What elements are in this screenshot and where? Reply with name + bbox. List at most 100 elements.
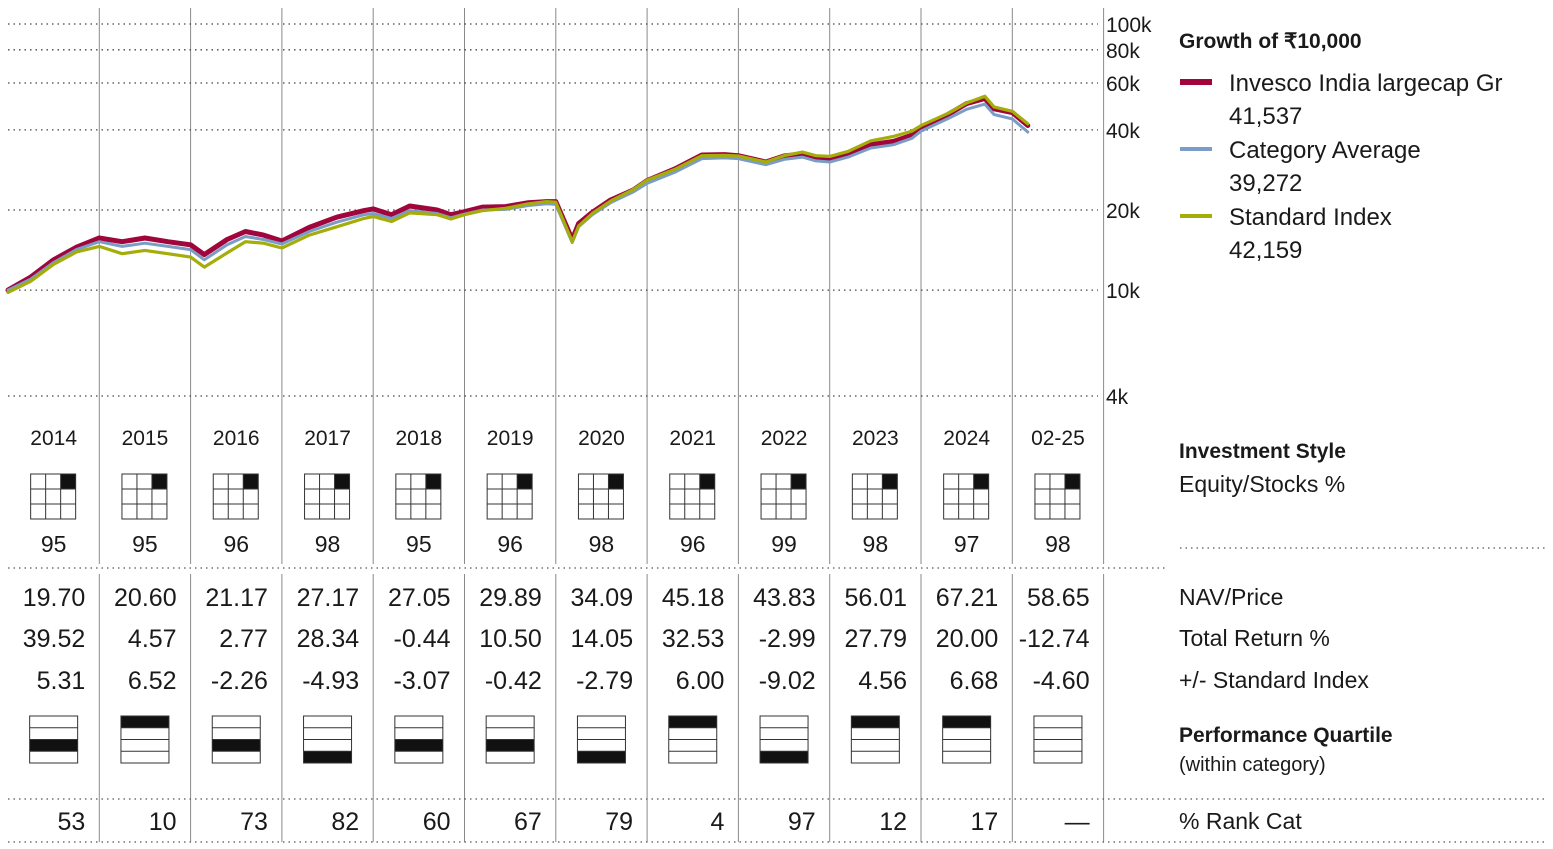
year-label: 2021: [669, 427, 716, 450]
equity-pct-value: 97: [954, 531, 980, 557]
nav-label: NAV/Price: [1179, 584, 1283, 610]
y-axis-labels: 100k 80k 60k 40k 20k 10k 4k: [1106, 14, 1152, 409]
total-return-value: 27.79: [844, 625, 907, 653]
rank-cat-value: —: [1065, 808, 1090, 836]
style-box-icon: [30, 473, 77, 520]
vs-index-value: -4.60: [1033, 667, 1090, 695]
equity-pct-value: 95: [406, 531, 432, 557]
style-box-highlight: [425, 474, 441, 489]
total-return-value: -0.44: [394, 625, 451, 653]
style-box-frame: [1034, 473, 1081, 520]
style-box-frame: [851, 473, 898, 520]
legend-swatch-category: [1180, 147, 1212, 151]
total-return-value: 10.50: [479, 625, 542, 653]
investment-style-label: Investment Style: [1179, 440, 1346, 463]
vs-index-value: -4.93: [302, 667, 359, 695]
style-box-frame: [212, 473, 259, 520]
total-return-value: 28.34: [297, 625, 360, 653]
total-return-value: 39.52: [23, 625, 86, 653]
style-box-icon: [1034, 473, 1081, 520]
quartile-fill: [760, 751, 809, 763]
y-tick-label: 20k: [1106, 200, 1140, 223]
equity-pct-value: 98: [863, 531, 889, 557]
y-tick-label: 4k: [1106, 386, 1129, 409]
vs-index-value: 6.00: [676, 667, 725, 695]
equity-label: Equity/Stocks %: [1179, 471, 1345, 497]
legend-label-index: Standard Index: [1229, 204, 1392, 231]
rank-cat-row: 53 10 73 82 60 67 79 4 97 12 17 —: [57, 808, 1089, 836]
year-label: 2014: [30, 427, 77, 450]
rank-cat-value: 12: [879, 808, 907, 836]
equity-pct-value: 95: [132, 531, 158, 557]
total-return-row: 39.52 4.57 2.77 28.34 -0.44 10.50 14.05 32.53 -2…: [23, 625, 1090, 653]
vs-index-value: -2.79: [576, 667, 633, 695]
equity-pct-value: 98: [589, 531, 615, 557]
style-box-frame: [577, 473, 624, 520]
quartile-fill: [577, 751, 626, 763]
year-label: 2018: [395, 427, 442, 450]
column-dividers: [98, 8, 1105, 842]
y-tick-label: 100k: [1106, 14, 1152, 37]
vs-index-value: -2.26: [211, 667, 268, 695]
quartile-box: [850, 715, 900, 764]
year-label: 2019: [487, 427, 534, 450]
perf-quartile-label: Performance Quartile: [1179, 724, 1393, 747]
style-box-icon: [577, 473, 624, 520]
total-return-label: Total Return %: [1179, 625, 1330, 651]
quartile-box: [1033, 715, 1083, 764]
vs-index-value: 6.68: [950, 667, 999, 695]
style-box-frame: [121, 473, 168, 520]
within-category-label: (within category): [1179, 754, 1326, 776]
quartile-box: [668, 715, 718, 764]
style-box-icon: [669, 473, 716, 520]
y-tick-label: 10k: [1106, 280, 1140, 303]
quartile-fill: [29, 739, 78, 752]
quartile-fill: [942, 716, 991, 728]
legend-swatch-index: [1180, 214, 1212, 218]
year-label: 2015: [122, 427, 169, 450]
quartile-fill: [212, 739, 261, 752]
y-tick-label: 40k: [1106, 120, 1140, 143]
total-return-value: 14.05: [571, 625, 634, 653]
rank-cat-value: 67: [514, 808, 542, 836]
quartile-fill: [120, 716, 169, 728]
nav-value: 56.01: [844, 584, 907, 612]
total-return-value: 20.00: [936, 625, 999, 653]
nav-row: 19.70 20.60 21.17 27.17 27.05 29.89 34.09 45.18…: [23, 584, 1090, 612]
nav-value: 19.70: [23, 584, 86, 612]
style-box-highlight: [882, 474, 898, 489]
quartile-box: [303, 715, 353, 764]
legend-value-index: 42,159: [1229, 237, 1302, 264]
style-box-icon: [121, 473, 168, 520]
style-box-highlight: [243, 474, 259, 489]
style-box-frame: [304, 473, 351, 520]
total-return-value: -12.74: [1019, 625, 1090, 653]
y-grid: [8, 23, 1098, 397]
style-box-highlight: [973, 474, 989, 489]
vs-index-value: -3.07: [394, 667, 451, 695]
year-label: 2022: [761, 427, 808, 450]
total-return-value: 4.57: [128, 625, 177, 653]
legend-label-category: Category Average: [1229, 137, 1421, 164]
equity-pct-value: 99: [771, 531, 797, 557]
legend-value-category: 39,272: [1229, 170, 1302, 197]
quartile-box: [120, 715, 170, 764]
style-box-icon: [943, 473, 990, 520]
total-return-value: -2.99: [759, 625, 816, 653]
quartile-box: [759, 715, 809, 764]
quartile-fill: [394, 739, 443, 752]
legend-title: Growth of ₹10,000: [1179, 30, 1362, 53]
style-box-icon: [760, 473, 807, 520]
rank-cat-value: 82: [331, 808, 359, 836]
vs-index-value: 6.52: [128, 667, 177, 695]
style-box-icon: [851, 473, 898, 520]
total-return-value: 2.77: [219, 625, 268, 653]
total-return-value: 32.53: [662, 625, 725, 653]
style-box-highlight: [334, 474, 350, 489]
equity-pct-value: 98: [1045, 531, 1071, 557]
quartile-fill: [668, 716, 717, 728]
rank-cat-value: 79: [605, 808, 633, 836]
quartile-box: [29, 715, 79, 764]
year-label: 2020: [578, 427, 625, 450]
